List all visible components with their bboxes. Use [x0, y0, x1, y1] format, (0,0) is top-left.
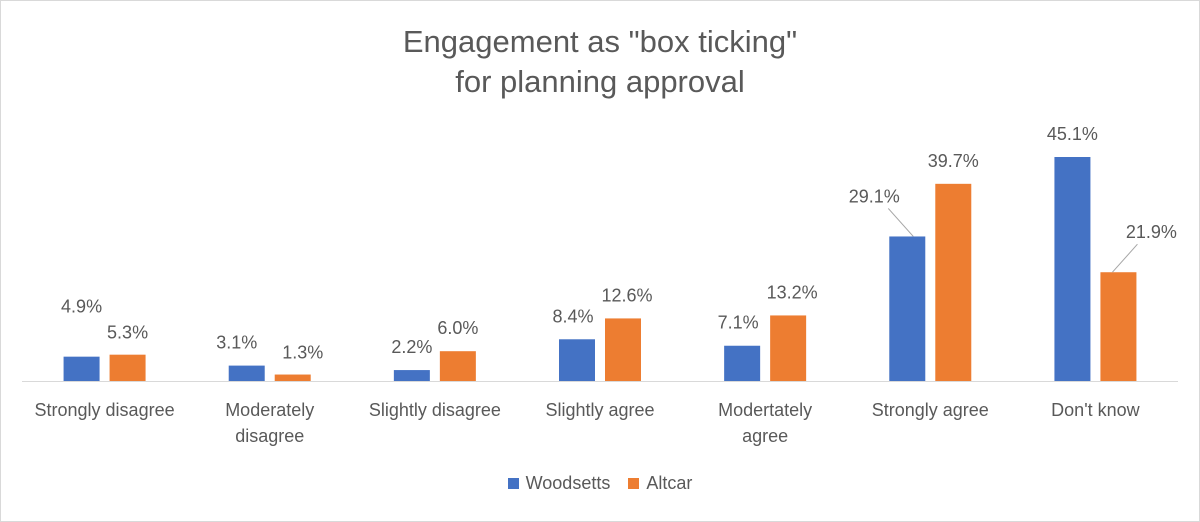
bar-woodsetts-6	[1054, 157, 1091, 381]
data-label-leader	[887, 208, 914, 237]
data-label-leader	[1112, 243, 1138, 273]
bar-woodsetts-0	[63, 356, 100, 381]
x-tick-label: Slightly agree	[545, 400, 654, 420]
bar-altcar-1	[274, 374, 311, 381]
data-label-altcar-6: 21.9%	[1126, 222, 1177, 242]
data-label-woodsetts-4: 7.1%	[718, 313, 759, 333]
x-tick-label: Strongly agree	[872, 400, 989, 420]
bar-woodsetts-5	[889, 236, 926, 381]
bar-woodsetts-1	[228, 365, 265, 381]
x-tick-label: Moderately disagree	[225, 400, 314, 446]
chart-title-line-2: for planning approval	[455, 64, 745, 99]
bar-altcar-4	[770, 315, 807, 381]
bar-altcar-0	[109, 354, 146, 381]
legend-swatch-woodsetts	[507, 478, 519, 489]
bar-altcar-5	[935, 183, 972, 381]
data-label-altcar-3: 12.6%	[601, 285, 652, 305]
data-label-woodsetts-1: 3.1%	[216, 333, 257, 353]
legend: Woodsetts Altcar	[0, 473, 1200, 494]
x-tick-label: Don't know	[1051, 400, 1140, 420]
data-label-woodsetts-0: 4.9%	[61, 297, 102, 317]
bar-woodsetts-2	[393, 370, 430, 381]
data-label-altcar-0: 5.3%	[107, 323, 148, 343]
legend-label-woodsetts: Woodsetts	[525, 473, 611, 493]
bar-woodsetts-4	[724, 345, 761, 381]
legend-item-altcar: Altcar	[628, 473, 692, 494]
data-label-altcar-4: 13.2%	[767, 282, 818, 302]
x-tick-label: Slightly disagree	[369, 400, 501, 420]
bar-altcar-3	[605, 318, 641, 381]
legend-label-altcar: Altcar	[646, 473, 693, 493]
data-label-woodsetts-3: 8.4%	[552, 306, 593, 326]
bar-altcar-2	[439, 351, 476, 381]
data-label-woodsetts-5: 29.1%	[849, 186, 900, 206]
x-tick-label: Strongly disagree	[35, 400, 175, 420]
chart-title: Engagement as "box ticking" for planning…	[0, 22, 1200, 102]
bar-altcar-6	[1100, 272, 1137, 381]
bar-woodsetts-3	[559, 339, 595, 381]
legend-item-woodsetts: Woodsetts	[507, 473, 611, 494]
chart-title-line-1: Engagement as "box ticking"	[402, 24, 798, 59]
x-tick-label: Modertately agree	[718, 400, 812, 446]
legend-swatch-altcar	[628, 478, 640, 489]
data-label-altcar-2: 6.0%	[437, 318, 478, 338]
data-label-woodsetts-6: 45.1%	[1047, 124, 1098, 144]
data-label-altcar-5: 39.7%	[928, 151, 979, 171]
data-label-woodsetts-2: 2.2%	[391, 337, 432, 357]
data-label-altcar-1: 1.3%	[282, 343, 323, 363]
